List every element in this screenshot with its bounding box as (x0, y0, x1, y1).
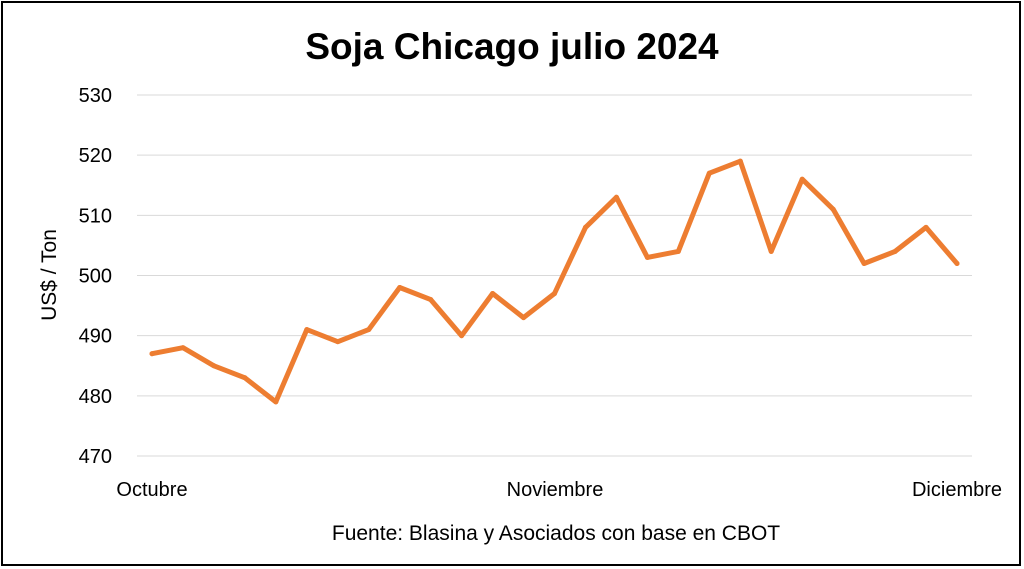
data-point (799, 176, 805, 182)
x-tick-label: Octubre (116, 479, 187, 501)
data-point (211, 363, 217, 369)
data-point (366, 327, 372, 333)
source-note: Fuente: Blasina y Asociados con base en … (331, 522, 781, 545)
data-point (892, 248, 898, 254)
gridlines (137, 94, 972, 457)
y-tick-label: 530 (79, 85, 112, 107)
y-axis-label: US$ / Ton (38, 229, 61, 321)
y-tick-label: 520 (79, 145, 112, 167)
x-tick-label: Diciembre (912, 479, 1002, 501)
series-points (149, 158, 960, 405)
data-point (675, 248, 681, 254)
data-point (304, 327, 310, 333)
y-tick-label: 470 (79, 446, 112, 468)
chart-title: Soja Chicago julio 2024 (305, 26, 719, 67)
data-point (552, 291, 557, 297)
data-point (180, 345, 186, 351)
data-point (397, 285, 403, 291)
y-tick-label: 500 (79, 266, 112, 288)
data-point (490, 291, 496, 297)
y-tick-labels: 470 480 490 500 510 520 530 (79, 85, 112, 468)
data-point (582, 224, 588, 230)
series-line (149, 158, 960, 405)
data-point (861, 260, 867, 266)
data-point (737, 158, 743, 164)
data-point (613, 194, 619, 200)
data-point (830, 206, 836, 212)
data-point (768, 248, 774, 254)
data-point (242, 375, 248, 381)
data-point (273, 399, 279, 405)
data-point (428, 297, 434, 303)
data-point (706, 170, 712, 176)
data-point (459, 333, 465, 339)
x-tick-label: Noviembre (507, 479, 604, 501)
x-tick-labels: Octubre Noviembre Diciembre (116, 479, 1002, 501)
y-tick-label: 480 (79, 386, 112, 408)
y-tick-label: 510 (79, 205, 112, 227)
y-tick-label: 490 (79, 326, 112, 348)
data-point (149, 351, 155, 357)
data-point (923, 224, 929, 230)
data-point (521, 315, 527, 321)
data-point (644, 254, 650, 260)
data-point (954, 260, 960, 266)
data-point (335, 339, 341, 345)
